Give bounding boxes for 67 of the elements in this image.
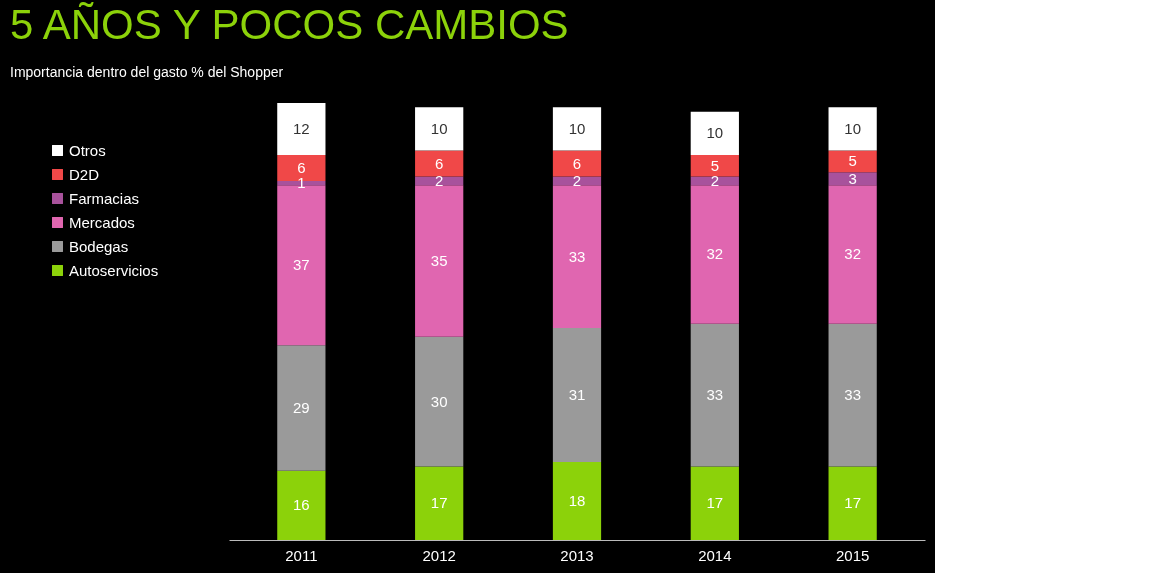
bar [690,185,739,324]
bar [552,107,602,151]
data-label: 12 [293,119,310,137]
x-tick-label: 2015 [835,546,870,564]
bar [828,150,877,173]
legend-label: Bodegas [69,237,129,255]
data-label: 6 [297,158,306,176]
data-label: 17 [706,494,724,512]
data-label: 6 [572,154,582,172]
legend-label: Mercados [69,213,135,231]
bar [828,107,877,151]
data-label: 16 [293,496,310,514]
data-label: 17 [844,494,861,512]
data-label: 5 [848,152,857,170]
data-label: 2 [710,171,719,189]
data-label: 33 [844,386,861,404]
data-label: 31 [568,386,586,404]
bar [828,172,877,186]
data-label: 35 [430,251,448,269]
bar [552,462,602,540]
legend-label: Autoservicios [69,261,159,279]
data-label: 18 [568,492,586,510]
data-label: 33 [706,386,724,404]
bar [552,185,602,328]
bar [415,107,464,151]
bar [828,466,877,540]
data-label: 10 [706,124,724,142]
data-label: 10 [844,119,861,137]
data-label: 10 [568,119,586,137]
data-label: 33 [568,247,586,265]
data-label: 32 [706,245,724,263]
data-label: 37 [293,256,310,274]
bar [828,323,877,467]
bar [415,185,464,337]
chart-title: 5 AÑOS Y POCOS CAMBIOS [10,1,569,48]
chart-subtitle: Importancia dentro del gasto % del Shopper [10,64,284,80]
bar [552,150,602,177]
x-tick-label: 2011 [285,546,318,564]
bar [552,327,602,463]
bar [690,111,739,155]
x-tick-label: 2012 [422,546,456,564]
data-label: 6 [435,154,444,172]
legend-label: Otros [69,141,106,159]
data-label: 17 [430,494,448,512]
bar [277,470,326,540]
bar [277,345,326,471]
bar [415,336,464,467]
data-label: 2 [435,171,444,189]
data-label: 3 [848,169,857,187]
bar [690,466,739,540]
data-label: 2 [572,171,582,189]
data-label: 1 [297,174,306,192]
data-label: 32 [844,245,861,263]
data-label: 29 [293,399,310,417]
x-tick-label: 2013 [560,546,594,564]
data-label: 30 [430,392,448,410]
legend-label: D2D [69,165,100,183]
x-tick-label: 2014 [698,546,732,564]
data-label: 5 [710,156,719,174]
bar [415,466,464,540]
bar [415,150,464,177]
bar [277,103,326,155]
bar [828,185,877,324]
data-label: 10 [430,119,448,137]
legend-label: Farmacias [69,189,140,207]
bar [690,323,739,467]
bar [690,154,739,177]
